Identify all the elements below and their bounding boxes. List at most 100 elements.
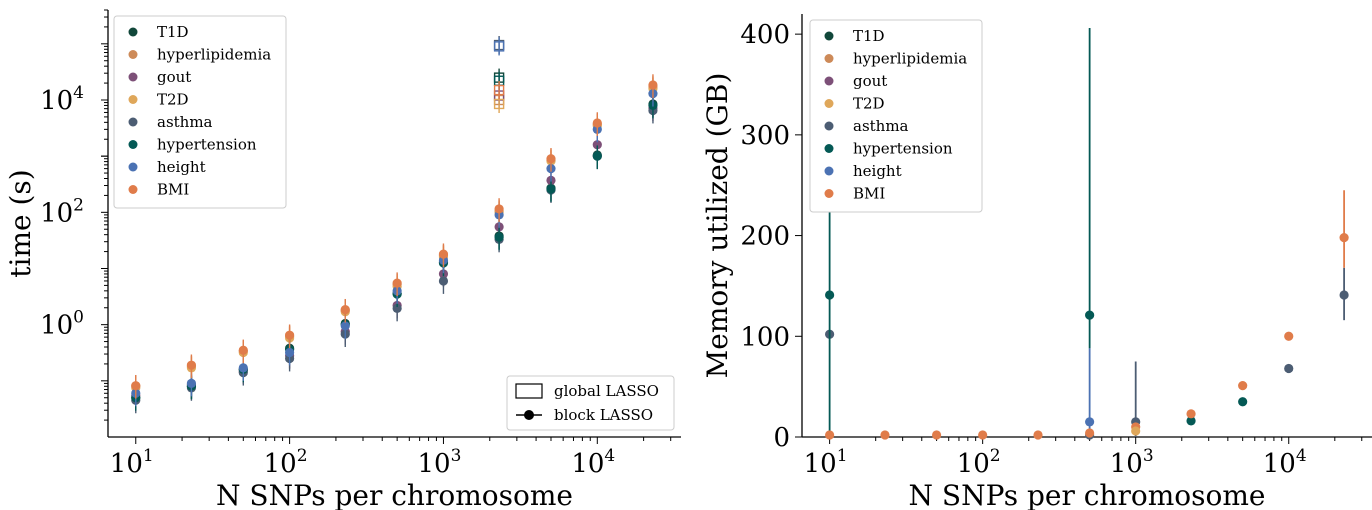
block-lasso-point xyxy=(186,360,197,370)
legend-label: hyperlipidemia xyxy=(853,50,967,68)
x-tick-label: 103 xyxy=(417,446,461,479)
block-lasso-point xyxy=(494,204,504,214)
legend-label: height xyxy=(853,162,902,180)
legend-label: hypertension xyxy=(853,140,953,158)
y-tick-label: 0 xyxy=(773,423,790,453)
block-lasso-point xyxy=(392,278,402,288)
legend-marker xyxy=(824,31,834,41)
style-legend-label: block LASSO xyxy=(554,406,653,424)
x-axis-title: N SNPs per chromosome xyxy=(909,479,1266,510)
block-lasso-point xyxy=(340,305,350,315)
legend-label: BMI xyxy=(157,181,189,199)
legend-label: BMI xyxy=(853,185,885,203)
block-lasso-point xyxy=(238,345,248,355)
legend-label: hypertension xyxy=(157,136,257,154)
y-tick-label: 200 xyxy=(740,222,790,252)
x-tick-label: 103 xyxy=(1110,446,1154,479)
legend-marker xyxy=(128,162,138,172)
memory-point xyxy=(1085,417,1095,427)
y-tick-label: 400 xyxy=(740,20,790,50)
block-lasso-point xyxy=(546,184,556,194)
memory-point xyxy=(1339,232,1349,243)
x-tick-label: 104 xyxy=(1263,446,1307,479)
legend-marker xyxy=(128,95,138,104)
block-lasso-point xyxy=(648,80,658,90)
memory-point xyxy=(931,430,942,440)
global-lasso-marker xyxy=(493,84,505,96)
legend-marker xyxy=(128,72,138,82)
block-lasso-point xyxy=(438,249,449,259)
y-tick-label: 104 xyxy=(40,83,84,116)
y-tick-label: 102 xyxy=(40,195,84,228)
memory-point xyxy=(825,290,835,300)
memory-point xyxy=(1238,381,1248,391)
legend-label: asthma xyxy=(853,117,909,135)
memory-point xyxy=(1033,430,1043,440)
legend-marker xyxy=(128,27,138,37)
block-lasso-point xyxy=(186,378,197,389)
block-lasso-point xyxy=(592,118,602,128)
y-tick-label: 100 xyxy=(40,308,84,341)
style-legend-box xyxy=(506,375,675,431)
legend-marker xyxy=(824,54,834,63)
legend-marker xyxy=(128,140,138,149)
memory-point xyxy=(1186,409,1196,419)
legend-marker xyxy=(824,189,834,198)
block-lasso-point xyxy=(438,276,449,286)
memory-point xyxy=(1238,397,1248,407)
legend-marker xyxy=(824,144,834,153)
y-axis-title: time (s) xyxy=(4,169,37,277)
legend-box xyxy=(113,15,287,209)
memory-point xyxy=(1085,310,1095,320)
legend-label: hyperlipidemia xyxy=(157,46,271,64)
legend-label: asthma xyxy=(157,113,213,131)
y-axis-title: Memory utilized (GB) xyxy=(701,73,734,379)
x-tick-label: 101 xyxy=(804,446,848,479)
legend-marker xyxy=(128,117,138,127)
x-axis-title: N SNPs per chromosome xyxy=(216,479,573,510)
legend-label: gout xyxy=(157,68,191,86)
memory-point xyxy=(1339,290,1349,300)
y-tick-label: 300 xyxy=(740,121,790,151)
memory-point xyxy=(1085,428,1095,438)
block-lasso-point xyxy=(494,232,504,242)
x-tick-label: 101 xyxy=(110,446,154,479)
y-tick-label: 100 xyxy=(740,322,790,352)
legend-label: T1D xyxy=(853,27,885,45)
style-legend-label: global LASSO xyxy=(554,382,659,400)
block-lasso-legend-marker xyxy=(524,410,534,420)
legend-marker xyxy=(824,99,834,108)
legend-marker xyxy=(824,76,834,86)
legend-label: T1D xyxy=(157,23,189,41)
memory-plot: 101 102 103 104 0 100 200 300 400 N SNPs per chro… xyxy=(701,14,1372,510)
legend-marker xyxy=(824,166,834,176)
legend-label: T2D xyxy=(853,95,885,113)
memory-point xyxy=(978,430,988,440)
memory-point xyxy=(825,430,835,440)
legend-marker xyxy=(128,185,138,194)
block-lasso-point xyxy=(592,151,602,161)
memory-point xyxy=(1131,426,1141,436)
block-lasso-point xyxy=(285,347,295,358)
legend-label: height xyxy=(157,158,206,176)
memory-point xyxy=(880,430,890,440)
legend-label: T2D xyxy=(157,91,189,109)
x-tick-label: 104 xyxy=(571,446,615,479)
global-lasso-legend-marker xyxy=(515,383,543,399)
block-lasso-point xyxy=(238,363,248,373)
block-lasso-point xyxy=(285,330,295,340)
legend-label: gout xyxy=(853,72,887,90)
block-lasso-point xyxy=(546,154,556,164)
global-lasso-marker xyxy=(493,41,505,52)
memory-point xyxy=(1284,331,1294,341)
block-lasso-point xyxy=(592,140,602,150)
block-lasso-point xyxy=(340,321,350,331)
block-lasso-point xyxy=(392,303,402,313)
global-lasso-marker xyxy=(493,98,505,110)
legend-box xyxy=(809,19,983,213)
legend-marker xyxy=(824,121,834,131)
block-lasso-point xyxy=(131,381,141,391)
memory-point xyxy=(1284,363,1294,374)
